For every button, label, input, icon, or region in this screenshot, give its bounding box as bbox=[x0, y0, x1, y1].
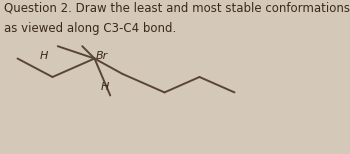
Text: as viewed along C3-C4 bond.: as viewed along C3-C4 bond. bbox=[4, 22, 176, 34]
Text: Question 2. Draw the least and most stable conformations of 3-bromo-4-methylhexa: Question 2. Draw the least and most stab… bbox=[4, 2, 350, 14]
Text: H: H bbox=[40, 51, 48, 61]
Text: H: H bbox=[101, 82, 109, 92]
Text: Br: Br bbox=[95, 51, 108, 61]
